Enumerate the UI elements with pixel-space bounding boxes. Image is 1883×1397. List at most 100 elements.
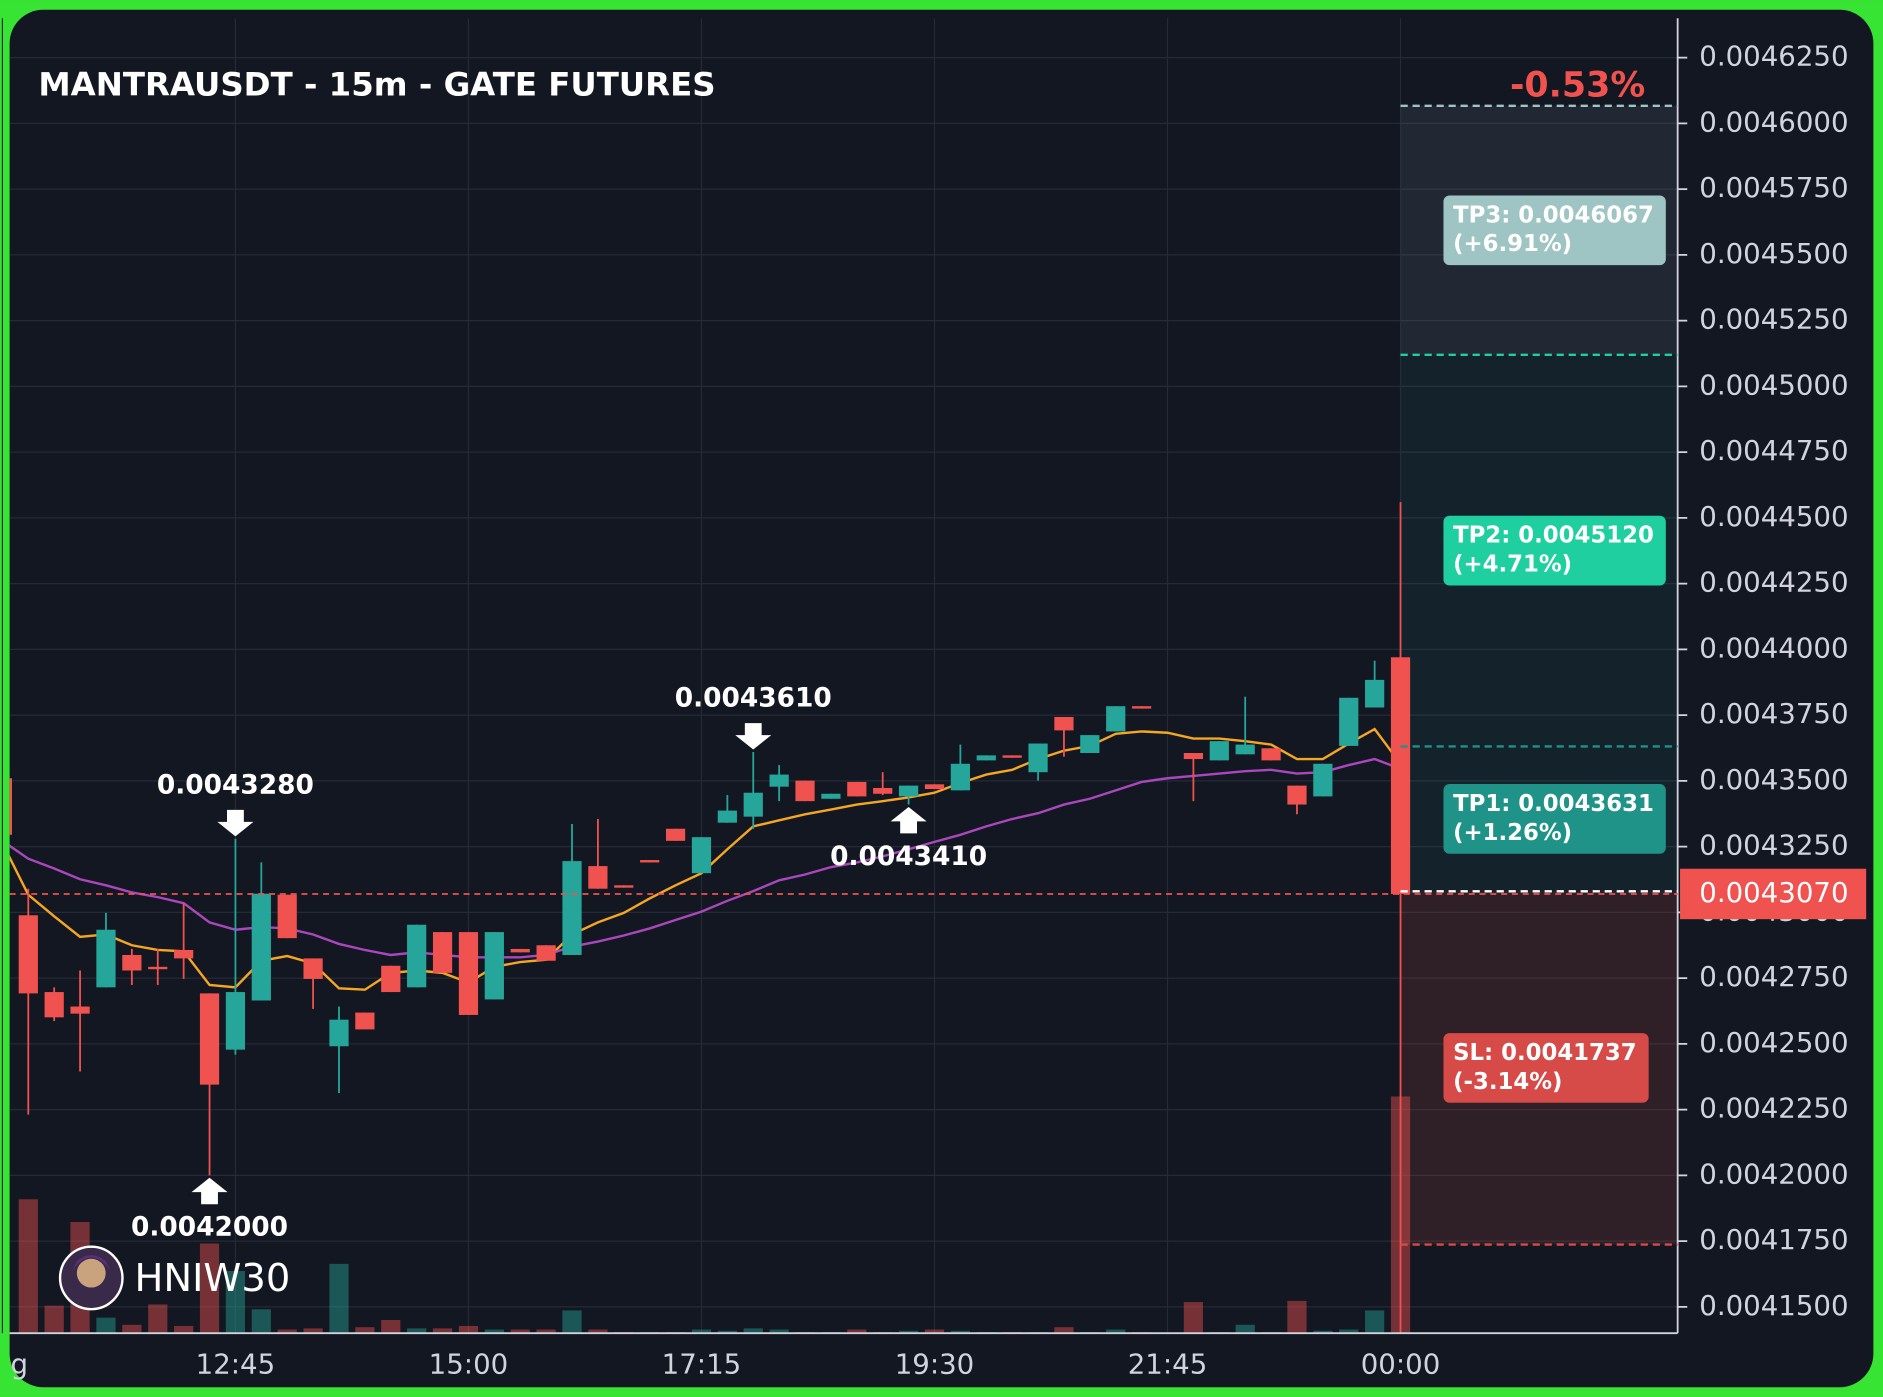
x-tick-label: 19:30 — [895, 1348, 975, 1381]
y-tick-label: 0.0044500 — [1699, 500, 1848, 533]
x-tick-label: 00:00 — [1361, 1348, 1441, 1381]
volume-bar — [1287, 1300, 1307, 1334]
volume-bar — [1339, 1329, 1359, 1334]
candle-body — [329, 1019, 349, 1047]
candle-body — [199, 993, 220, 1085]
avatar-hair — [72, 1255, 111, 1271]
level-label: TP3: 0.0046067 — [1453, 202, 1654, 228]
candle-body — [303, 958, 323, 979]
level-change: (+6.91%) — [1453, 231, 1572, 257]
volume-bar — [174, 1325, 194, 1334]
volume-bar — [769, 1329, 789, 1334]
candle-body — [1028, 743, 1048, 773]
candle-body — [691, 837, 712, 874]
candle-body — [873, 787, 893, 794]
candle-body — [1365, 679, 1385, 708]
level-label: SL: 0.0041737 — [1453, 1040, 1637, 1066]
volume-bar — [1365, 1310, 1385, 1334]
volume-bar — [381, 1320, 401, 1334]
candle-body — [1261, 748, 1281, 761]
volume-bar — [536, 1329, 556, 1334]
avatar-face — [76, 1258, 106, 1288]
candle-body — [510, 948, 530, 953]
candle-body — [821, 793, 841, 799]
candle-body — [536, 945, 556, 961]
volume-bar — [18, 1199, 38, 1334]
volume-bar — [847, 1329, 867, 1334]
volume-bar — [717, 1330, 737, 1334]
y-tick-label: 0.0046250 — [1699, 40, 1848, 73]
x-tick-label: g — [10, 1348, 28, 1381]
volume-bar — [1183, 1302, 1204, 1334]
watermark: HNIW30 — [135, 1256, 291, 1301]
annotation-label: 0.0043280 — [157, 769, 314, 800]
volume-bar — [588, 1329, 608, 1334]
annotation-arrow — [890, 806, 927, 834]
candle-body — [562, 861, 582, 955]
annotation-arrow — [191, 1177, 228, 1205]
volume-bar — [303, 1328, 323, 1334]
volume-bar — [510, 1329, 530, 1334]
y-tick-label: 0.0041750 — [1699, 1223, 1848, 1256]
candle-body — [640, 860, 660, 863]
candle-body — [484, 932, 504, 1000]
volume-bar — [251, 1309, 271, 1334]
candle-body — [795, 780, 815, 802]
candle-body — [665, 828, 686, 841]
y-tick-label: 0.0046000 — [1699, 105, 1848, 138]
candle-body — [614, 885, 634, 888]
candle-body — [9, 778, 13, 835]
volume-bar — [355, 1327, 375, 1334]
last-price-tag — [1680, 868, 1867, 920]
x-tick-label: 15:00 — [429, 1348, 509, 1381]
overlay: MANTRAUSDT - 15m - GATE FUTURES -0.53% H… — [9, 18, 1867, 1381]
volume-bar — [96, 1317, 116, 1334]
level-label: TP1: 0.0043631 — [1453, 791, 1654, 817]
y-tick-label: 0.0045500 — [1699, 237, 1848, 270]
annotation-label: 0.0043610 — [675, 683, 832, 714]
level-change: (+1.26%) — [1453, 820, 1572, 846]
candle-body — [44, 992, 64, 1018]
y-tick-label: 0.0042000 — [1699, 1157, 1848, 1190]
volume-bar — [407, 1328, 427, 1334]
volume-bar — [432, 1328, 453, 1334]
volume-bar — [122, 1324, 142, 1334]
candle-body — [1287, 785, 1307, 805]
volume-bar — [484, 1329, 504, 1334]
chart-title: MANTRAUSDT - 15m - GATE FUTURES — [38, 66, 715, 104]
y-tick-label: 0.0042500 — [1699, 1026, 1848, 1059]
candle-body — [122, 954, 142, 971]
y-tick-label: 0.0045250 — [1699, 303, 1848, 336]
volume-bar — [44, 1305, 64, 1334]
candle-body — [225, 992, 246, 1050]
volume-bar — [691, 1329, 712, 1334]
candle-body — [717, 810, 737, 823]
candle-body — [1313, 763, 1333, 797]
candle-body — [174, 949, 194, 959]
candle-body — [407, 924, 427, 988]
candle-body — [588, 866, 608, 889]
candle-body — [251, 893, 271, 1001]
annotation-arrow — [735, 723, 772, 750]
y-tick-label: 0.0044750 — [1699, 434, 1848, 467]
candle-body — [70, 1006, 90, 1014]
y-tick-label: 0.0045750 — [1699, 171, 1848, 204]
candle-body — [1235, 744, 1255, 755]
candle-body — [976, 755, 996, 761]
y-tick-label: 0.0044250 — [1699, 566, 1848, 599]
volume-bar — [1235, 1324, 1255, 1334]
volume-bar — [1106, 1329, 1126, 1334]
x-tick-label: 12:45 — [196, 1348, 276, 1381]
annotation-label: 0.0043410 — [830, 841, 987, 872]
candle-body — [1339, 697, 1359, 746]
candle-body — [96, 929, 116, 988]
change-label: -0.53% — [1510, 66, 1645, 106]
candle-body — [769, 774, 789, 787]
volume-bar — [148, 1304, 168, 1334]
volume-bar — [277, 1329, 297, 1334]
level-label: TP2: 0.0045120 — [1453, 523, 1654, 549]
y-tick-label: 0.0042250 — [1699, 1092, 1848, 1125]
candle-body — [1132, 706, 1152, 709]
